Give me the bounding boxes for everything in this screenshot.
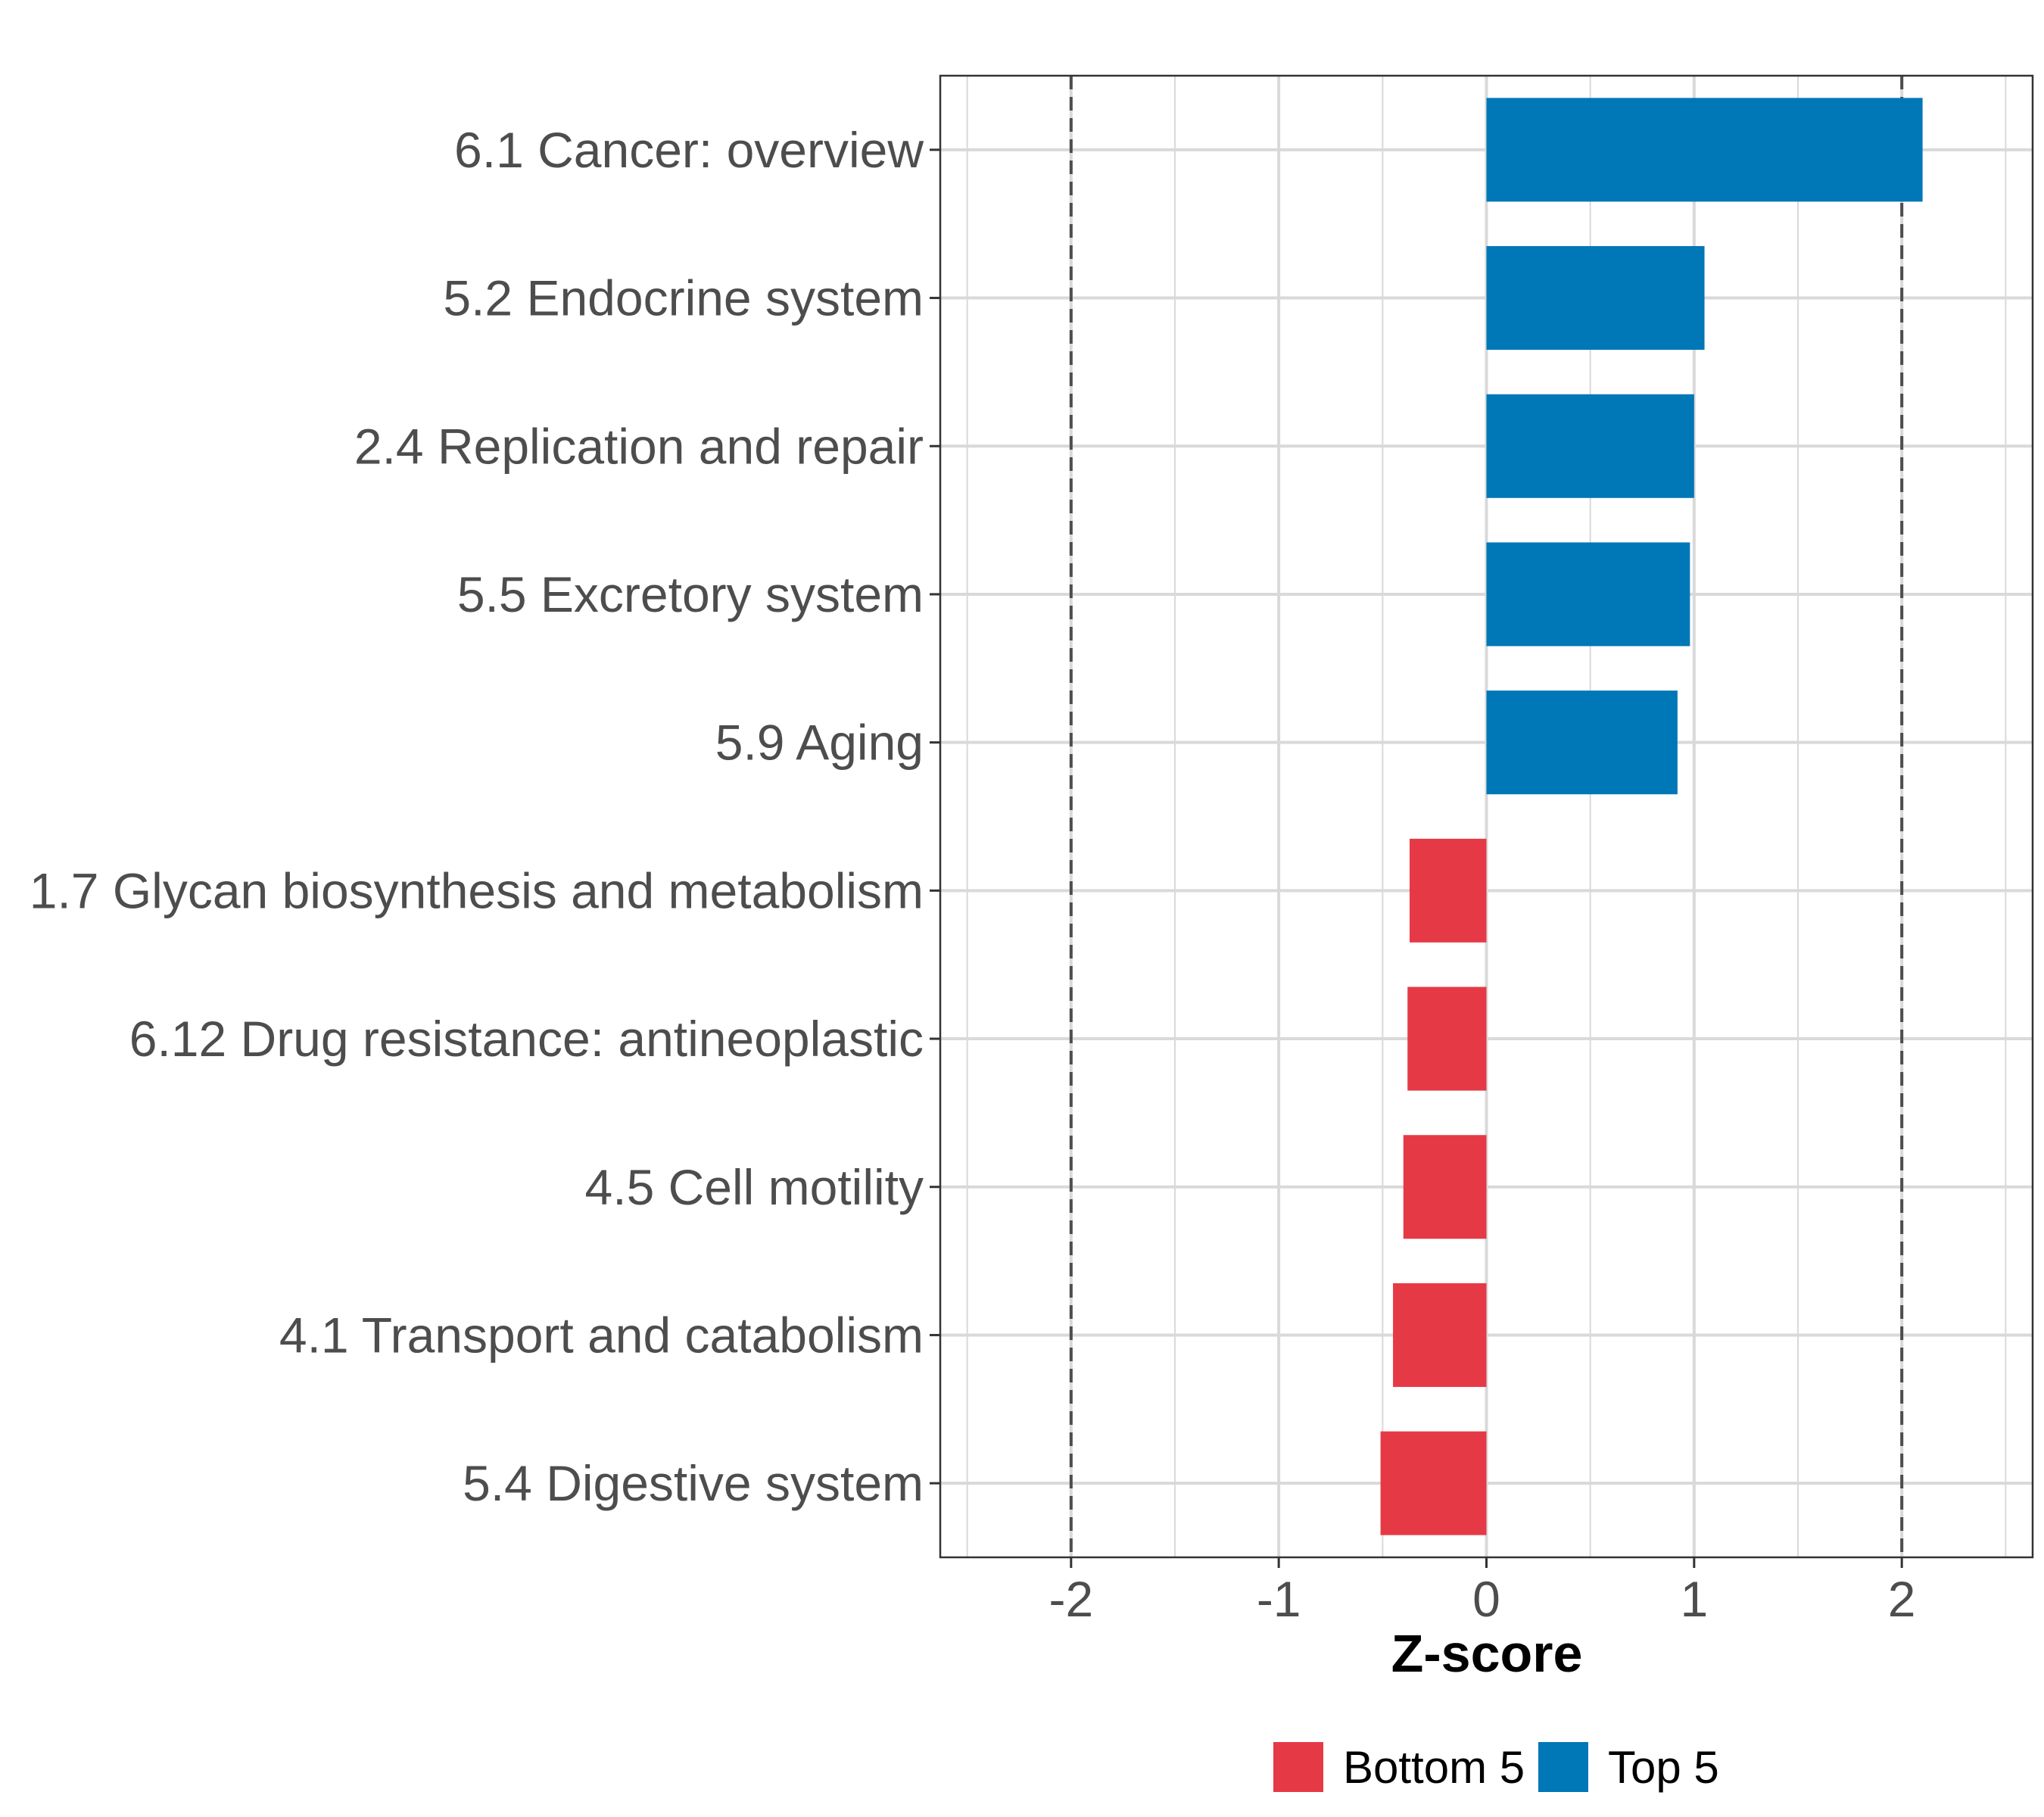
legend-label: Bottom 5 — [1343, 1742, 1525, 1793]
legend: Bottom 5 Top 5 — [1273, 1742, 1719, 1793]
bar — [1409, 838, 1487, 943]
x-axis-ticks: -2 -1 0 1 2 — [1048, 1557, 1916, 1627]
bar — [1486, 246, 1705, 351]
bar — [1403, 1135, 1487, 1239]
bar — [1486, 394, 1694, 498]
threshold-lines — [1069, 76, 1904, 1557]
bar — [1393, 1282, 1487, 1387]
x-tick-label: -1 — [1257, 1571, 1301, 1627]
legend-swatch — [1273, 1742, 1323, 1792]
bar — [1486, 98, 1923, 202]
legend-swatch — [1538, 1742, 1588, 1792]
legend-label: Top 5 — [1608, 1742, 1719, 1793]
x-axis-title: Z-score — [1391, 1624, 1583, 1683]
x-tick-label: -2 — [1048, 1571, 1093, 1627]
category-label: 4.1 Transport and catabolism — [279, 1307, 924, 1363]
category-label: 2.4 Replication and repair — [354, 418, 924, 474]
y-axis-ticks: 6.1 Cancer: overview 5.2 Endocrine system… — [30, 122, 940, 1511]
bar — [1380, 1431, 1487, 1535]
legend-item: Bottom 5 — [1273, 1742, 1525, 1793]
bar — [1407, 986, 1487, 1091]
bars — [1380, 98, 1923, 1535]
category-label: 5.5 Excretory system — [457, 566, 924, 622]
category-label: 4.5 Cell motility — [585, 1159, 924, 1215]
bar — [1486, 542, 1690, 647]
category-label: 6.1 Cancer: overview — [454, 122, 924, 178]
x-tick-label: 1 — [1680, 1571, 1708, 1627]
x-tick-label: 0 — [1472, 1571, 1500, 1627]
x-tick-label: 2 — [1888, 1571, 1916, 1627]
legend-item: Top 5 — [1538, 1742, 1719, 1793]
category-label: 1.7 Glycan biosynthesis and metabolism — [30, 862, 924, 918]
category-label: 5.9 Aging — [715, 715, 924, 771]
category-label: 6.12 Drug resistance: antineoplastic — [129, 1011, 924, 1067]
category-label: 5.4 Digestive system — [463, 1455, 924, 1511]
bar — [1486, 690, 1678, 795]
category-label: 5.2 Endocrine system — [443, 270, 924, 326]
